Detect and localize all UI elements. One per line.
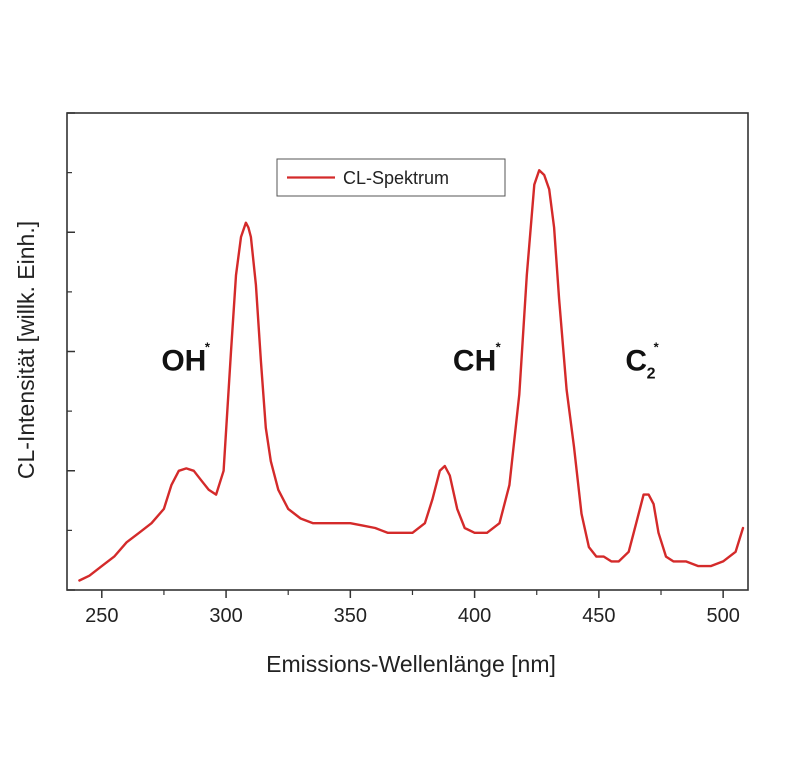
tick-labels: 250 300 350 400 450 500 [85,605,740,627]
peak-label-text: CH [453,345,496,378]
x-tick-label-300: 300 [209,605,242,627]
peak-label-ch: CH * [453,340,502,378]
series-layer [78,169,745,582]
x-tick-label-400: 400 [458,605,491,627]
x-tick-label-350: 350 [334,605,367,627]
legend: CL-Spektrum [276,158,506,197]
peak-label-superscript: * [205,340,211,355]
y-axis-title: CL-Intensität [willk. Einh.] [13,221,39,479]
peak-label-subscript: 2 [647,366,656,383]
x-tick-label-450: 450 [582,605,615,627]
series-line-0 [78,169,745,582]
peak-label-superscript: * [654,340,660,355]
peak-label-c2: C 2 * [625,340,659,383]
peak-annotations: OH* CH * C 2* [161,340,659,383]
x-tick-label-250: 250 [85,605,118,627]
x-tick-label-500: 500 [706,605,739,627]
peak-label-superscript: * [496,340,502,355]
plot-frame [66,112,749,591]
legend-label: CL-Spektrum [343,168,449,188]
peak-label-text: C [625,345,647,378]
peak-label-text: OH [161,345,206,378]
peak-label-oh: OH* [161,340,211,378]
x-axis-title: Emissions-Wellenlänge [nm] [266,651,556,677]
